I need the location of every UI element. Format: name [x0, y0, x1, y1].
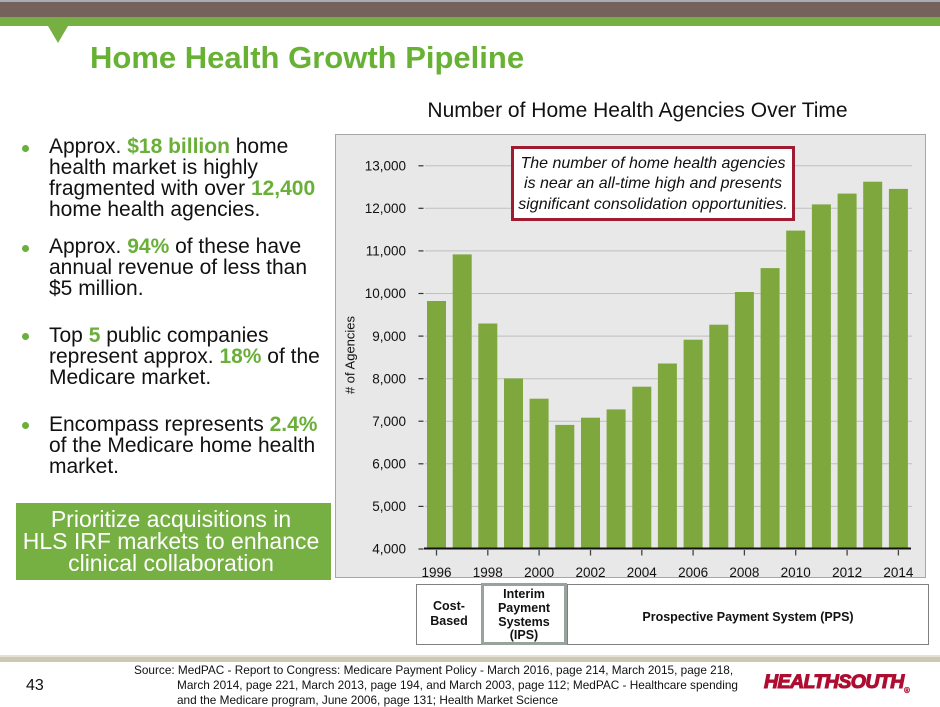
svg-text:1998: 1998 — [473, 565, 503, 579]
svg-text:2006: 2006 — [678, 565, 708, 579]
svg-text:2002: 2002 — [575, 565, 605, 579]
svg-text:2008: 2008 — [729, 565, 759, 579]
svg-text:7,000: 7,000 — [372, 414, 406, 429]
svg-text:4,000: 4,000 — [372, 542, 406, 557]
svg-text:2012: 2012 — [832, 565, 862, 579]
svg-text:2004: 2004 — [627, 565, 658, 579]
svg-text:12,000: 12,000 — [365, 201, 406, 216]
svg-text:2000: 2000 — [524, 565, 554, 579]
svg-text:8,000: 8,000 — [372, 371, 406, 386]
svg-text:11,000: 11,000 — [366, 244, 406, 259]
svg-text:1996: 1996 — [421, 565, 451, 579]
svg-text:# of Agencies: # of Agencies — [343, 315, 358, 394]
svg-text:5,000: 5,000 — [372, 499, 406, 514]
svg-text:2014: 2014 — [883, 565, 914, 579]
svg-text:10,000: 10,000 — [365, 286, 406, 301]
svg-text:9,000: 9,000 — [372, 329, 406, 344]
svg-text:2010: 2010 — [781, 565, 811, 579]
svg-text:13,000: 13,000 — [365, 159, 406, 174]
svg-text:6,000: 6,000 — [372, 457, 406, 472]
